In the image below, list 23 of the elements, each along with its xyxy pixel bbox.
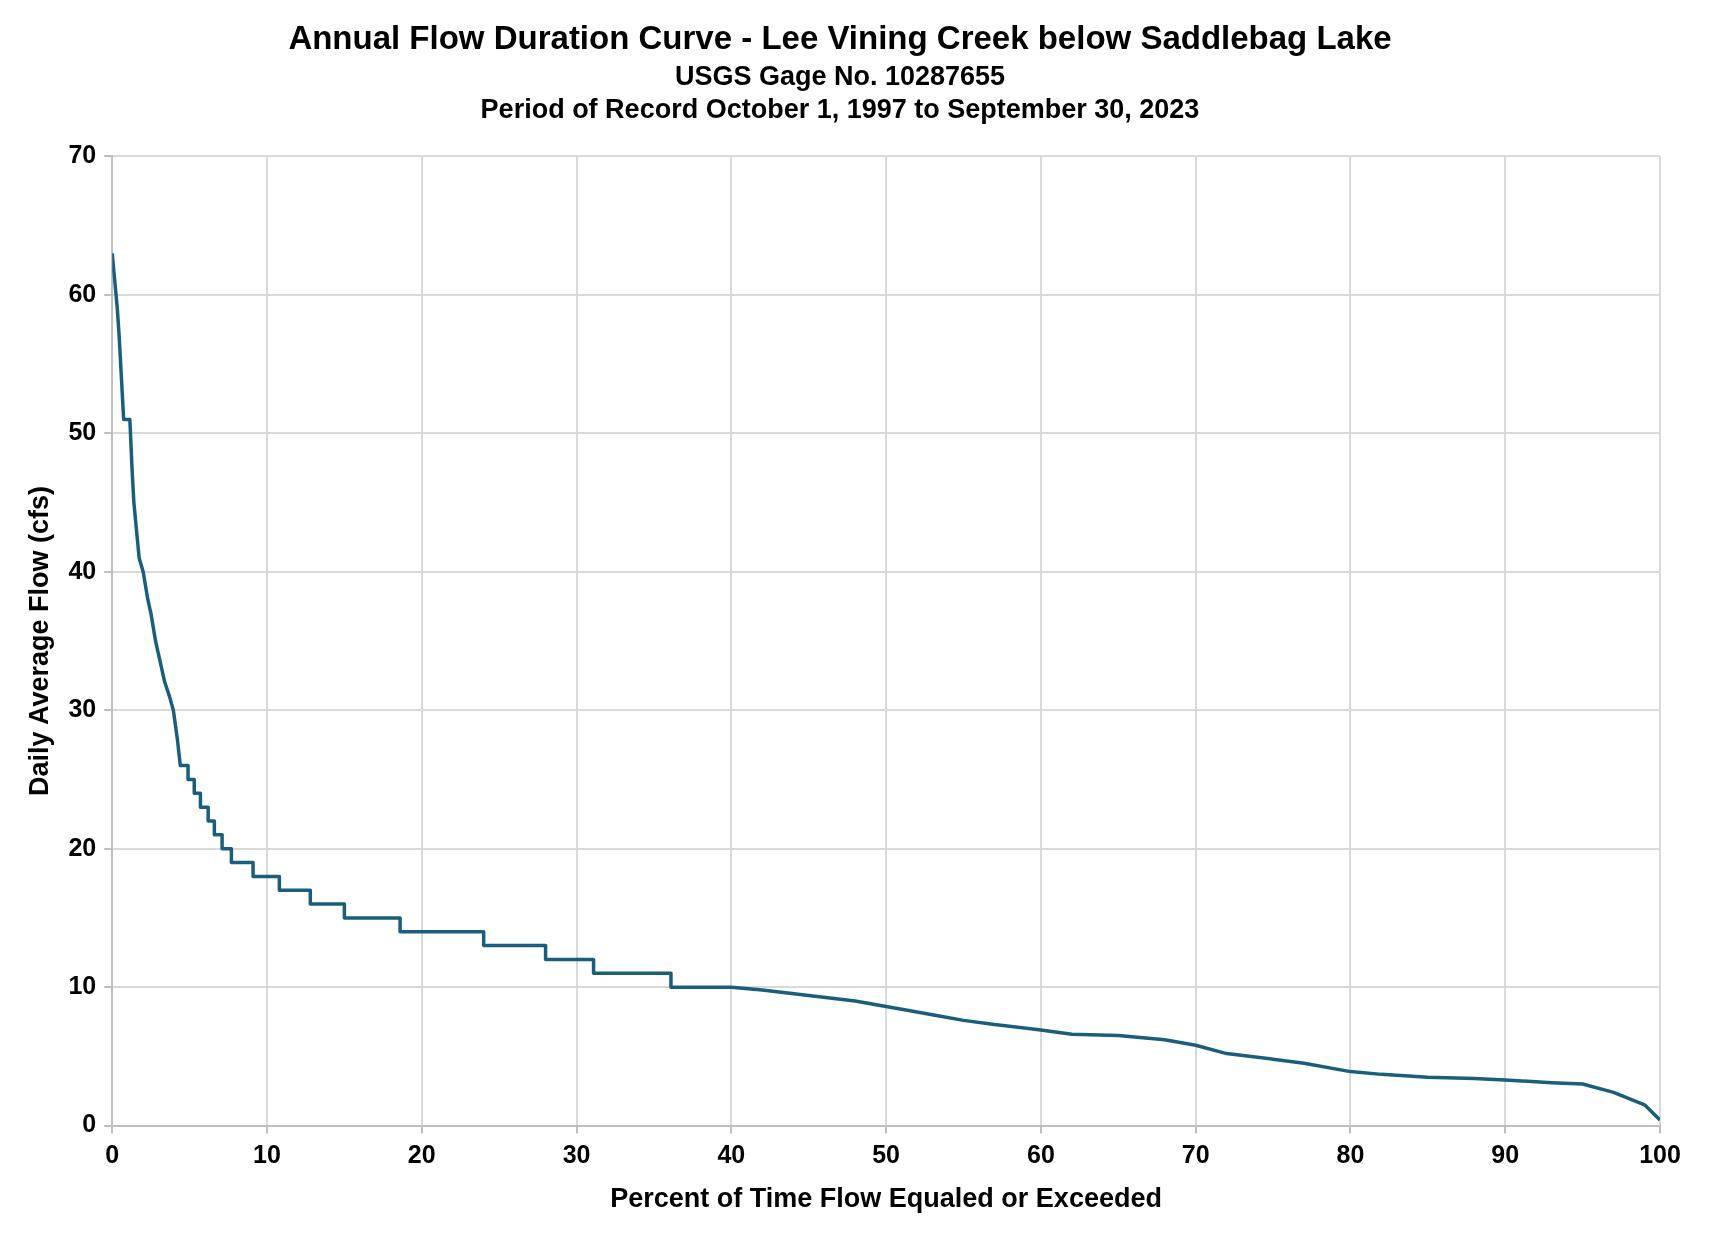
y-tick-label: 20	[68, 832, 97, 861]
x-axis-title: Percent of Time Flow Equaled or Exceeded	[610, 1183, 1162, 1214]
y-tick-label: 40	[68, 555, 97, 584]
x-tick-label: 10	[253, 1140, 281, 1169]
y-tick-label: 70	[68, 140, 97, 169]
x-tick-label: 30	[562, 1140, 591, 1169]
x-tick-label: 100	[1639, 1140, 1681, 1169]
y-tick-label: 60	[68, 278, 97, 307]
y-axis-title: Daily Average Flow (cfs)	[23, 485, 54, 797]
y-tick-label: 50	[68, 417, 97, 446]
x-tick-label: 90	[1491, 1140, 1520, 1169]
x-tick-label: 70	[1181, 1140, 1210, 1169]
x-tick-label: 20	[407, 1140, 436, 1169]
chart-subtitle: USGS Gage No. 10287655 Period of Record October 1, 1997 to September 30, 2023	[480, 61, 1200, 124]
y-tick-label: 0	[82, 1109, 97, 1138]
y-tick-label: 10	[68, 971, 97, 1000]
chart-title: Annual Flow Duration Curve - Lee Vining Creek below Saddlebag Lake	[288, 18, 1392, 56]
y-tick-label: 30	[68, 694, 97, 723]
x-tick-label: 80	[1336, 1140, 1365, 1169]
x-tick-label: 60	[1026, 1140, 1055, 1169]
x-tick-label: 50	[872, 1140, 901, 1169]
x-tick-label: 0	[105, 1140, 120, 1169]
x-tick-label: 40	[717, 1140, 746, 1169]
